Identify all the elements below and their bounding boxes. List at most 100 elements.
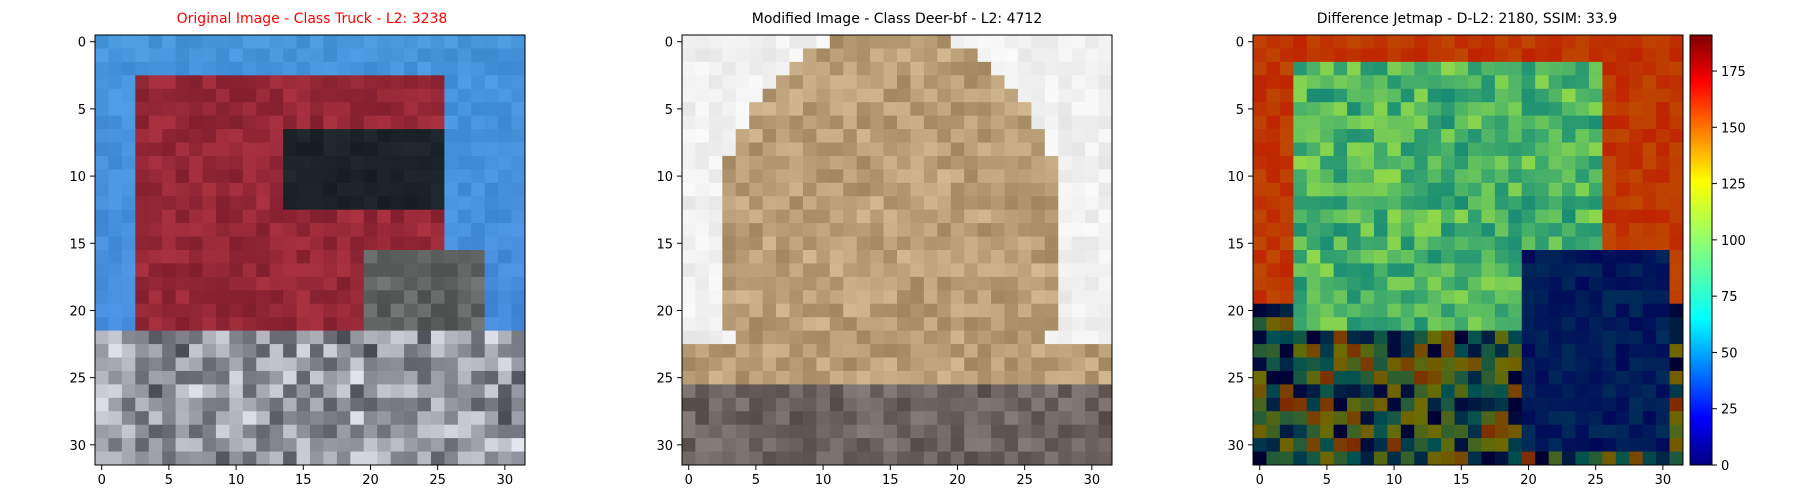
pixel: [870, 75, 885, 90]
pixel: [1320, 344, 1335, 358]
pixel: [108, 424, 123, 439]
pixel: [1017, 75, 1032, 90]
pixel: [135, 317, 150, 332]
pixel: [283, 370, 298, 385]
pixel: [202, 357, 217, 372]
pixel: [1044, 182, 1059, 197]
pixel: [776, 276, 790, 291]
pixel: [682, 129, 696, 143]
pixel: [1044, 155, 1059, 170]
pixel: [1058, 75, 1073, 90]
pixel: [789, 344, 804, 358]
pixel: [269, 290, 284, 305]
pixel: [175, 357, 190, 372]
pixel: [444, 411, 459, 426]
pixel: [215, 169, 230, 184]
pixel: [95, 384, 109, 399]
pixel: [457, 196, 472, 211]
pixel: [1427, 438, 1442, 453]
pixel: [148, 397, 163, 412]
pixel: [816, 357, 831, 372]
pixel: [856, 276, 871, 291]
pixel: [1481, 384, 1496, 399]
pixel: [722, 182, 737, 197]
pixel: [148, 61, 163, 76]
pixel: [1085, 61, 1100, 76]
pixel: [189, 155, 203, 170]
pixel: [722, 115, 737, 130]
pixel: [1085, 263, 1100, 278]
pixel: [444, 303, 459, 318]
pixel: [1642, 115, 1657, 130]
pixel: [1293, 209, 1308, 224]
pixel: [1629, 196, 1644, 211]
pixel: [816, 330, 831, 345]
pixel: [1387, 411, 1402, 426]
pixel: [964, 209, 979, 224]
pixel: [923, 290, 938, 305]
pixel: [802, 236, 817, 251]
pixel: [843, 223, 858, 238]
pixel: [776, 411, 790, 426]
pixel: [1031, 438, 1046, 453]
pixel: [1588, 317, 1603, 332]
pixel: [1629, 250, 1644, 264]
pixel: [511, 61, 526, 76]
pixel: [762, 263, 777, 278]
pixel: [1253, 102, 1267, 117]
pixel: [283, 169, 298, 184]
pixel: [695, 75, 710, 90]
pixel: [1669, 48, 1684, 63]
pixel: [1562, 155, 1576, 170]
pixel: [910, 61, 925, 76]
pixel: [789, 263, 804, 278]
pixel: [296, 129, 311, 143]
pixel: [1347, 129, 1361, 143]
pixel: [1400, 344, 1415, 358]
pixel: [1656, 75, 1671, 90]
pixel: [1320, 357, 1335, 372]
pixel: [1656, 344, 1671, 358]
pixel: [1017, 182, 1032, 197]
pixel: [1494, 35, 1509, 49]
pixel: [484, 209, 499, 224]
pixel: [404, 196, 418, 211]
pixel: [1253, 317, 1267, 332]
pixel: [135, 451, 150, 466]
pixel: [417, 209, 432, 224]
y-tick-label: 5: [78, 103, 86, 118]
pixel: [829, 276, 844, 291]
pixel: [1414, 155, 1429, 170]
pixel: [977, 451, 992, 466]
pixel: [350, 397, 365, 412]
pixel: [229, 142, 244, 157]
pixel: [1481, 276, 1496, 291]
pixel: [1058, 48, 1073, 63]
pixel: [444, 330, 459, 345]
pixel: [1031, 384, 1046, 399]
pixel: [829, 263, 844, 278]
pixel: [816, 196, 831, 211]
pixel: [1387, 48, 1402, 63]
pixel: [1535, 303, 1550, 318]
pixel: [1454, 344, 1469, 358]
pixel: [870, 370, 885, 385]
pixel: [682, 397, 696, 412]
pixel: [1044, 196, 1059, 211]
pixel: [1031, 411, 1046, 426]
pixel: [1306, 196, 1321, 211]
pixel: [242, 169, 257, 184]
pixel: [296, 330, 311, 345]
pixel: [1588, 115, 1603, 130]
pixel: [1044, 357, 1059, 372]
pixel: [1468, 75, 1482, 90]
pixel: [991, 142, 1005, 157]
pixel: [498, 384, 513, 399]
pixel: [390, 142, 405, 157]
pixel: [1279, 424, 1294, 439]
pixel: [1427, 263, 1442, 278]
pixel: [1031, 370, 1046, 385]
pixel: [1468, 303, 1482, 318]
pixel: [175, 182, 190, 197]
pixel: [350, 370, 365, 385]
